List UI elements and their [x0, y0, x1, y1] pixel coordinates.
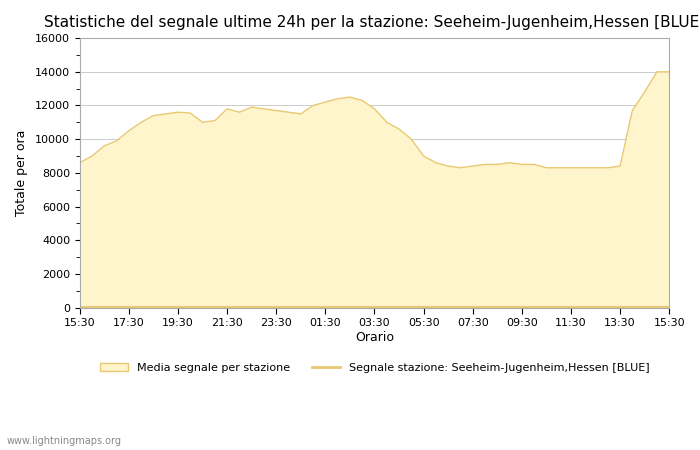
Text: www.lightningmaps.org: www.lightningmaps.org: [7, 436, 122, 446]
Title: Statistiche del segnale ultime 24h per la stazione: Seeheim-Jugenheim,Hessen [BL: Statistiche del segnale ultime 24h per l…: [44, 15, 700, 30]
Y-axis label: Totale per ora: Totale per ora: [15, 130, 28, 216]
Legend: Media segnale per stazione, Segnale stazione: Seeheim-Jugenheim,Hessen [BLUE]: Media segnale per stazione, Segnale staz…: [95, 359, 654, 378]
X-axis label: Orario: Orario: [355, 331, 394, 344]
